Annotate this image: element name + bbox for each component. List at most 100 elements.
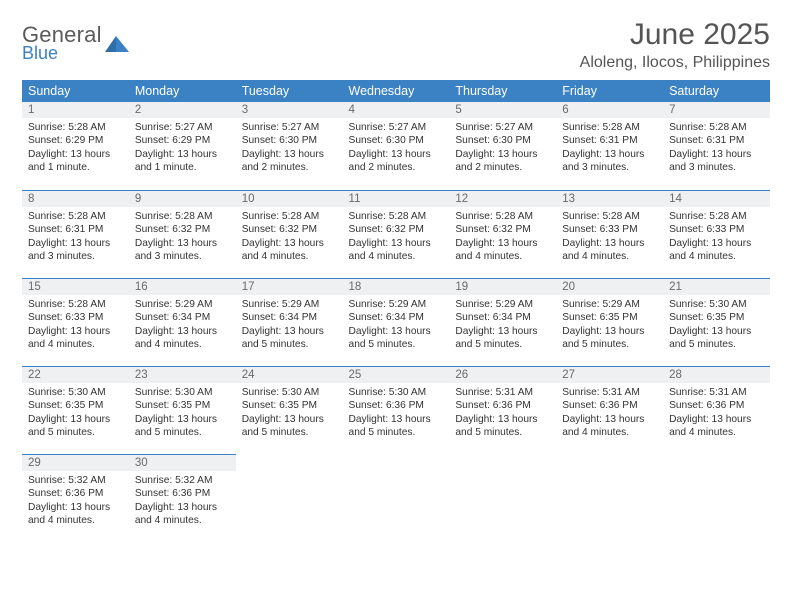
sunset-line: Sunset: 6:36 PM: [455, 399, 550, 412]
calendar-cell: 20Sunrise: 5:29 AMSunset: 6:35 PMDayligh…: [556, 278, 663, 366]
day-number: 13: [556, 191, 663, 207]
sunrise-line: Sunrise: 5:29 AM: [135, 298, 230, 311]
sunrise-line: Sunrise: 5:27 AM: [242, 121, 337, 134]
sunrise-line: Sunrise: 5:30 AM: [242, 386, 337, 399]
day-details: Sunrise: 5:28 AMSunset: 6:31 PMDaylight:…: [556, 118, 663, 181]
sunrise-line: Sunrise: 5:29 AM: [562, 298, 657, 311]
calendar-cell: 10Sunrise: 5:28 AMSunset: 6:32 PMDayligh…: [236, 190, 343, 278]
sunset-line: Sunset: 6:34 PM: [135, 311, 230, 324]
day-number: 23: [129, 367, 236, 383]
calendar-cell: 9Sunrise: 5:28 AMSunset: 6:32 PMDaylight…: [129, 190, 236, 278]
sunset-line: Sunset: 6:36 PM: [135, 487, 230, 500]
day-details: Sunrise: 5:28 AMSunset: 6:31 PMDaylight:…: [22, 207, 129, 270]
sunset-line: Sunset: 6:32 PM: [455, 223, 550, 236]
calendar-cell: 30Sunrise: 5:32 AMSunset: 6:36 PMDayligh…: [129, 454, 236, 542]
sunrise-line: Sunrise: 5:32 AM: [135, 474, 230, 487]
calendar-cell: 19Sunrise: 5:29 AMSunset: 6:34 PMDayligh…: [449, 278, 556, 366]
sunrise-line: Sunrise: 5:29 AM: [349, 298, 444, 311]
title-block: June 2025 Aloleng, Ilocos, Philippines: [580, 18, 770, 72]
sunset-line: Sunset: 6:31 PM: [28, 223, 123, 236]
calendar-week-row: 1 Sunrise: 5:28 AM Sunset: 6:29 PM Daylight…: [22, 102, 770, 190]
day-number: 30: [129, 455, 236, 471]
sunrise-line: Sunrise: 5:28 AM: [562, 210, 657, 223]
weekday-header: Tuesday: [236, 80, 343, 102]
day-number: 28: [663, 367, 770, 383]
brand-sub: Blue: [22, 44, 102, 62]
sunset-line: Sunset: 6:34 PM: [349, 311, 444, 324]
day-number: 11: [343, 191, 450, 207]
sunrise-line: Sunrise: 5:28 AM: [28, 121, 123, 134]
sunrise-line: Sunrise: 5:27 AM: [349, 121, 444, 134]
sunset-line: Sunset: 6:36 PM: [349, 399, 444, 412]
day-number: 16: [129, 279, 236, 295]
calendar-cell: 27Sunrise: 5:31 AMSunset: 6:36 PMDayligh…: [556, 366, 663, 454]
daylight-line: Daylight: 13 hours and 5 minutes.: [562, 325, 657, 352]
sunset-line: Sunset: 6:32 PM: [349, 223, 444, 236]
sunset-line: Sunset: 6:33 PM: [28, 311, 123, 324]
day-details: Sunrise: 5:28 AMSunset: 6:33 PMDaylight:…: [556, 207, 663, 270]
sunset-line: Sunset: 6:30 PM: [349, 134, 444, 147]
day-details: Sunrise: 5:30 AMSunset: 6:35 PMDaylight:…: [22, 383, 129, 446]
day-details: Sunrise: 5:29 AMSunset: 6:34 PMDaylight:…: [343, 295, 450, 358]
calendar-cell: 12Sunrise: 5:28 AMSunset: 6:32 PMDayligh…: [449, 190, 556, 278]
day-number: 21: [663, 279, 770, 295]
day-details: Sunrise: 5:30 AMSunset: 6:35 PMDaylight:…: [236, 383, 343, 446]
daylight-line: Daylight: 13 hours and 4 minutes.: [455, 237, 550, 264]
day-number: 8: [22, 191, 129, 207]
daylight-line: Daylight: 13 hours and 2 minutes.: [349, 148, 444, 175]
calendar-cell: 18Sunrise: 5:29 AMSunset: 6:34 PMDayligh…: [343, 278, 450, 366]
calendar-cell: [449, 454, 556, 542]
day-number: 26: [449, 367, 556, 383]
header: General Blue June 2025 Aloleng, Ilocos, …: [22, 18, 770, 72]
sunset-line: Sunset: 6:33 PM: [669, 223, 764, 236]
weekday-header: Saturday: [663, 80, 770, 102]
daylight-line: Daylight: 13 hours and 4 minutes.: [135, 325, 230, 352]
daylight-line: Daylight: 13 hours and 2 minutes.: [242, 148, 337, 175]
day-details: Sunrise: 5:27 AMSunset: 6:30 PMDaylight:…: [343, 118, 450, 181]
calendar-cell: 25Sunrise: 5:30 AMSunset: 6:36 PMDayligh…: [343, 366, 450, 454]
day-details: Sunrise: 5:28 AMSunset: 6:31 PMDaylight:…: [663, 118, 770, 181]
sunrise-line: Sunrise: 5:28 AM: [349, 210, 444, 223]
sunset-line: Sunset: 6:35 PM: [669, 311, 764, 324]
day-details: Sunrise: 5:31 AMSunset: 6:36 PMDaylight:…: [663, 383, 770, 446]
sunrise-line: Sunrise: 5:27 AM: [135, 121, 230, 134]
sunrise-line: Sunrise: 5:29 AM: [455, 298, 550, 311]
sunset-line: Sunset: 6:34 PM: [455, 311, 550, 324]
daylight-line: Daylight: 13 hours and 5 minutes.: [28, 413, 123, 440]
calendar-week-row: 8Sunrise: 5:28 AMSunset: 6:31 PMDaylight…: [22, 190, 770, 278]
daylight-line: Daylight: 13 hours and 3 minutes.: [562, 148, 657, 175]
day-details: Sunrise: 5:27 AMSunset: 6:29 PMDaylight:…: [129, 118, 236, 181]
daylight-line: Daylight: 13 hours and 4 minutes.: [28, 325, 123, 352]
daylight-line: Daylight: 13 hours and 5 minutes.: [349, 413, 444, 440]
day-details: Sunrise: 5:29 AMSunset: 6:34 PMDaylight:…: [129, 295, 236, 358]
day-details: Sunrise: 5:27 AMSunset: 6:30 PMDaylight:…: [236, 118, 343, 181]
calendar-cell: 29Sunrise: 5:32 AMSunset: 6:36 PMDayligh…: [22, 454, 129, 542]
calendar-cell: 14Sunrise: 5:28 AMSunset: 6:33 PMDayligh…: [663, 190, 770, 278]
day-number: 5: [449, 102, 556, 118]
day-number: 12: [449, 191, 556, 207]
weekday-header: Sunday: [22, 80, 129, 102]
day-number: 15: [22, 279, 129, 295]
calendar-header-row: SundayMondayTuesdayWednesdayThursdayFrid…: [22, 80, 770, 102]
calendar-cell: 26Sunrise: 5:31 AMSunset: 6:36 PMDayligh…: [449, 366, 556, 454]
day-number: 10: [236, 191, 343, 207]
day-number: 1: [22, 102, 129, 118]
sunset-line: Sunset: 6:30 PM: [242, 134, 337, 147]
brand-mark-icon: [104, 32, 130, 54]
sunrise-line: Sunrise: 5:28 AM: [135, 210, 230, 223]
daylight-line: Daylight: 13 hours and 1 minute.: [28, 148, 123, 175]
calendar-cell: 2Sunrise: 5:27 AMSunset: 6:29 PMDaylight…: [129, 102, 236, 190]
calendar-cell: 24Sunrise: 5:30 AMSunset: 6:35 PMDayligh…: [236, 366, 343, 454]
day-number: 24: [236, 367, 343, 383]
daylight-line: Daylight: 13 hours and 5 minutes.: [135, 413, 230, 440]
month-title: June 2025: [580, 18, 770, 52]
day-details: Sunrise: 5:31 AMSunset: 6:36 PMDaylight:…: [556, 383, 663, 446]
weekday-header: Friday: [556, 80, 663, 102]
day-number: 20: [556, 279, 663, 295]
day-number: 17: [236, 279, 343, 295]
sunset-line: Sunset: 6:29 PM: [135, 134, 230, 147]
daylight-line: Daylight: 13 hours and 4 minutes.: [562, 413, 657, 440]
calendar-cell: 4Sunrise: 5:27 AMSunset: 6:30 PMDaylight…: [343, 102, 450, 190]
sunrise-line: Sunrise: 5:31 AM: [455, 386, 550, 399]
day-details: Sunrise: 5:30 AMSunset: 6:36 PMDaylight:…: [343, 383, 450, 446]
